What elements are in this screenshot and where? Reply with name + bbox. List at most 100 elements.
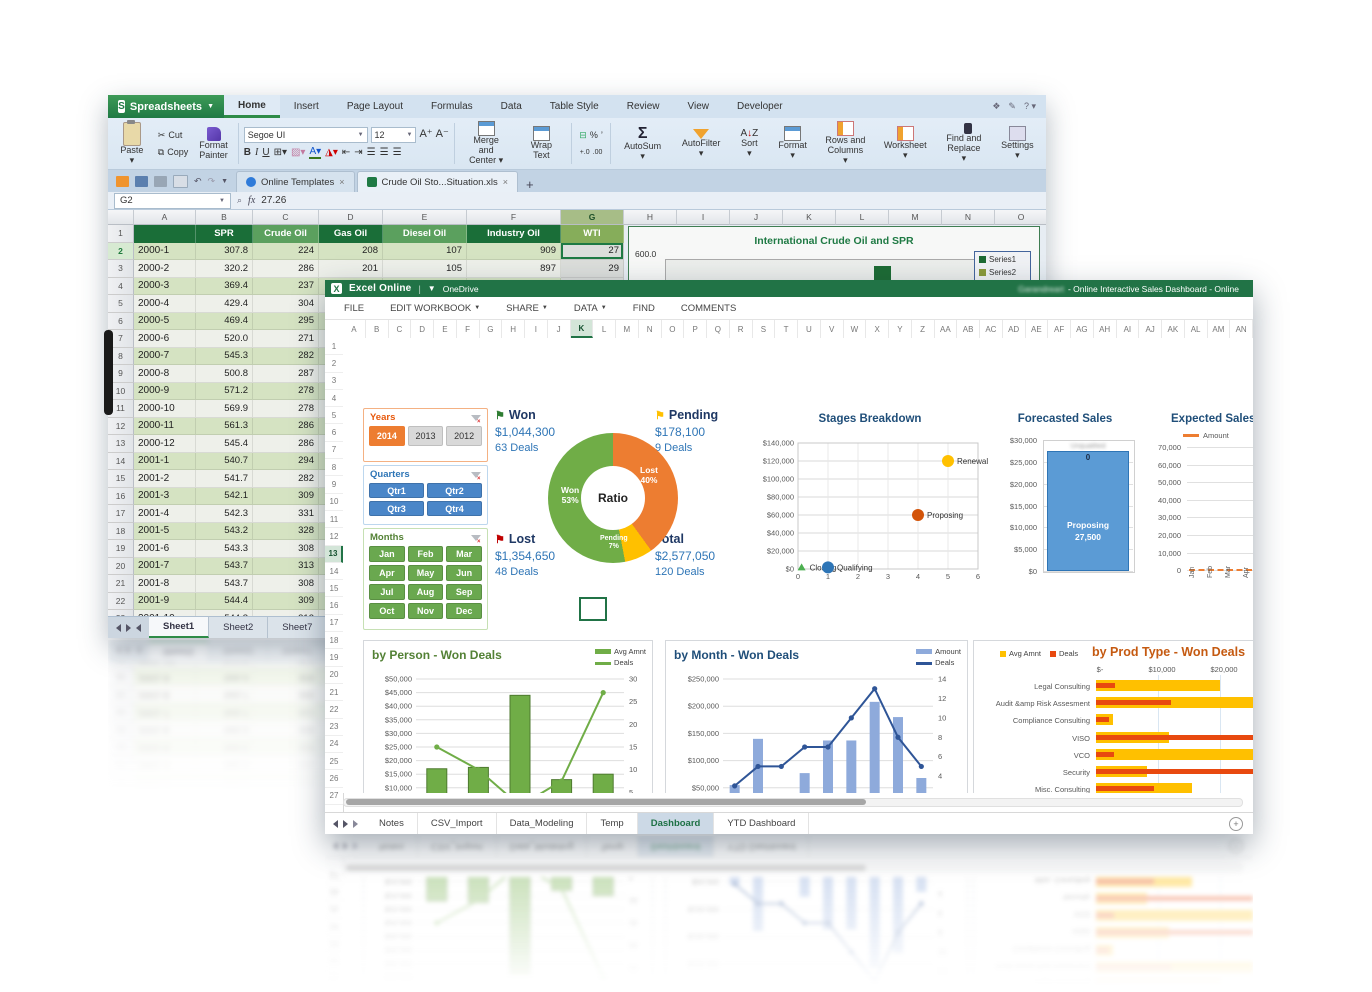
by-prod-type-chart[interactable]: Avg Amnt Deals by Prod Type - Won Deals $- $…	[973, 640, 1253, 793]
wps-cell[interactable]: 201	[319, 260, 383, 278]
wps-cell[interactable]: 308	[253, 540, 319, 558]
slicer-option-Aug[interactable]: Aug	[407, 584, 444, 600]
grow-font-button[interactable]: A⁺	[419, 127, 433, 140]
excel-sheet-tab-csv_import[interactable]: CSV_Import	[418, 813, 497, 834]
filter-icon[interactable]	[471, 534, 481, 545]
wps-cell[interactable]: 304	[253, 295, 319, 313]
excel-column-header-M[interactable]: M	[616, 320, 639, 338]
wps-column-header-O[interactable]: O	[995, 210, 1046, 225]
slicer-option-Qtr1[interactable]: Qtr1	[369, 483, 424, 498]
wps-row-number[interactable]: 7	[108, 330, 134, 348]
wps-cell[interactable]: 544.4	[196, 592, 253, 610]
excel-column-header-L[interactable]: L	[593, 320, 616, 338]
excel-column-header-K[interactable]: K	[570, 320, 594, 338]
wps-cell[interactable]: 2000-1	[134, 242, 196, 260]
wps-cell[interactable]: 540.7	[196, 452, 253, 470]
excel-row-header-2[interactable]: 2	[325, 355, 343, 373]
wps-column-header-I[interactable]: I	[677, 210, 730, 225]
wps-cell[interactable]: 543.2	[196, 522, 253, 540]
excel-column-header-T[interactable]: T	[775, 320, 798, 338]
borders-button[interactable]: ⊞▾	[273, 147, 287, 158]
wps-cell[interactable]: 2001-3	[134, 487, 196, 505]
wps-cell[interactable]: 2001-4	[134, 505, 196, 523]
by-month-chart[interactable]: by Month - Won Deals Amount Deals $250,000 $…	[665, 640, 968, 793]
slicer-option-Feb[interactable]: Feb	[407, 546, 444, 562]
excel-row-header-13[interactable]: 13	[325, 545, 343, 563]
excel-column-header-AN[interactable]: AN	[1230, 320, 1253, 338]
wps-row-number[interactable]: 16	[108, 487, 134, 505]
settings-button[interactable]: Settings ▾	[993, 120, 1042, 167]
excel-row-header-24[interactable]: 24	[325, 736, 343, 754]
wps-cell[interactable]: 309	[253, 487, 319, 505]
wps-scroll-indicator[interactable]	[104, 330, 113, 415]
wps-header-cell[interactable]: SPR	[196, 225, 253, 243]
wps-header-cell[interactable]	[134, 225, 196, 243]
excel-column-header-X[interactable]: X	[866, 320, 889, 338]
wps-cell[interactable]: 897	[467, 260, 561, 278]
first-sheet-icon[interactable]	[116, 623, 121, 632]
wps-row-number[interactable]: 18	[108, 522, 134, 540]
wps-row-number[interactable]: 9	[108, 365, 134, 383]
wps-cell[interactable]: 271	[253, 330, 319, 348]
wps-cell[interactable]: 286	[253, 417, 319, 435]
excel-row-header-25[interactable]: 25	[325, 753, 343, 771]
wps-row-number[interactable]: 12	[108, 417, 134, 435]
last-sheet-icon[interactable]	[353, 819, 358, 828]
wps-row-number[interactable]: 11	[108, 400, 134, 418]
excel-menu-comments[interactable]: COMMENTS	[680, 302, 737, 314]
open-folder-icon[interactable]	[116, 175, 129, 187]
excel-column-header-J[interactable]: J	[548, 320, 571, 338]
wps-cell[interactable]: 545.4	[196, 435, 253, 453]
wps-cell[interactable]: 909	[467, 242, 561, 260]
wps-cell[interactable]: 571.2	[196, 382, 253, 400]
bold-button[interactable]: B	[243, 147, 251, 158]
slicer-option-Apr[interactable]: Apr	[369, 565, 405, 581]
excel-column-header-I[interactable]: I	[525, 320, 548, 338]
excel-sheet-tab-data_modeling[interactable]: Data_Modeling	[497, 813, 588, 834]
currency-icon[interactable]: ⊟	[579, 129, 587, 140]
wps-cell[interactable]: 2001-1	[134, 452, 196, 470]
wps-row-number[interactable]: 14	[108, 452, 134, 470]
wps-cell[interactable]: 309	[253, 592, 319, 610]
wps-menu-data[interactable]: Data	[500, 101, 522, 112]
align-left-icon[interactable]: ☰	[366, 147, 376, 158]
prev-sheet-icon[interactable]	[333, 819, 338, 828]
wps-header-cell[interactable]: WTI	[561, 225, 624, 243]
wps-corner-cell[interactable]	[108, 210, 134, 225]
excel-column-header-AC[interactable]: AC	[980, 320, 1003, 338]
wps-cell[interactable]: 542.3	[196, 505, 253, 523]
wps-cell[interactable]: 2000-3	[134, 277, 196, 295]
excel-column-header-Y[interactable]: Y	[889, 320, 912, 338]
excel-row-header-18[interactable]: 18	[325, 632, 343, 650]
wps-cell[interactable]: 543.3	[196, 540, 253, 558]
wrap-text-button[interactable]: Wrap Text	[516, 120, 566, 167]
wps-sheet-tab-sheet7[interactable]: Sheet7	[268, 617, 328, 638]
excel-column-header-AH[interactable]: AH	[1094, 320, 1117, 338]
align-right-icon[interactable]: ☰	[392, 147, 402, 158]
wps-account-icon[interactable]: ✎	[1008, 101, 1016, 111]
excel-row-header-12[interactable]: 12	[325, 528, 343, 546]
excel-sheet-tab-notes[interactable]: Notes	[366, 813, 418, 834]
excel-menu-data[interactable]: DATA ▼	[573, 302, 607, 314]
excel-row-header-3[interactable]: 3	[325, 373, 343, 390]
excel-row-header-21[interactable]: 21	[325, 684, 343, 702]
formula-value[interactable]: 27.26	[261, 195, 287, 206]
excel-column-header-AK[interactable]: AK	[1162, 320, 1185, 338]
wps-column-header-N[interactable]: N	[942, 210, 995, 225]
new-document-tab-button[interactable]: +	[525, 177, 534, 192]
wps-column-header-C[interactable]: C	[253, 210, 319, 225]
excel-column-header-S[interactable]: S	[753, 320, 776, 338]
fill-color-button[interactable]: ▨▾	[290, 147, 306, 158]
excel-column-header-U[interactable]: U	[798, 320, 821, 338]
wps-cell[interactable]: 2001-2	[134, 470, 196, 488]
excel-column-header-B[interactable]: B	[366, 320, 389, 338]
excel-row-header-1[interactable]: 1	[325, 338, 343, 356]
wps-cell[interactable]: 2000-12	[134, 435, 196, 453]
excel-row-header-16[interactable]: 16	[325, 597, 343, 615]
excel-row-header-11[interactable]: 11	[325, 511, 343, 529]
wps-cell[interactable]: 541.7	[196, 470, 253, 488]
slicer-option-Oct[interactable]: Oct	[369, 603, 405, 619]
wps-cell[interactable]: 286	[253, 435, 319, 453]
name-box[interactable]: G2 ▼	[114, 192, 231, 209]
wps-row-number[interactable]: 3	[108, 260, 134, 278]
